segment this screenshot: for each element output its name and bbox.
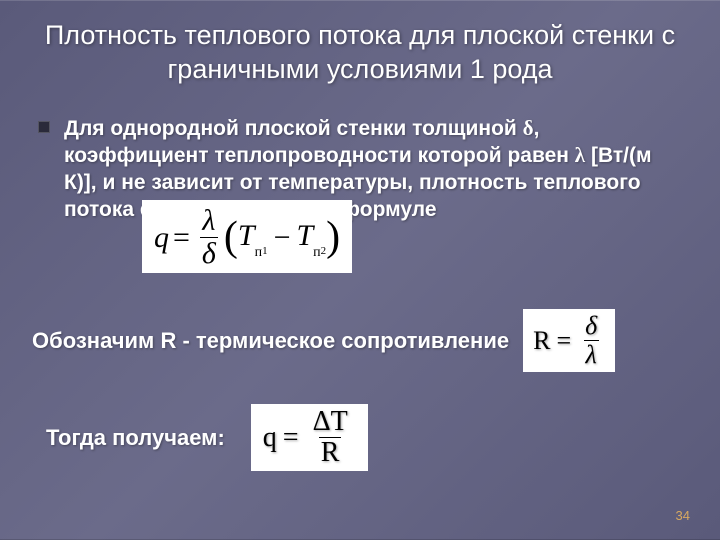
T1-sub-p: п bbox=[255, 245, 263, 260]
T2-sub-2: 2 bbox=[321, 245, 327, 257]
equals-1: = bbox=[173, 221, 190, 255]
formula-main: q = λ δ ( Tп1 − Tп2 ) bbox=[142, 200, 352, 273]
slide-title: Плотность теплового потока для плоской с… bbox=[32, 19, 688, 87]
term-T1: Tп1 bbox=[238, 219, 268, 257]
bullet-item: Для однородной плоской стенки толщиной δ… bbox=[32, 115, 688, 224]
delta-symbol: δ bbox=[523, 116, 534, 140]
formula-r: R = δ λ bbox=[523, 309, 615, 372]
slide: Плотность теплового потока для плоской с… bbox=[0, 0, 720, 540]
bullet-marker-icon bbox=[38, 121, 50, 133]
line2-text: Обозначим R - термическое сопротивление bbox=[32, 328, 509, 354]
num-dT: ΔT bbox=[311, 408, 350, 437]
var-q: q bbox=[154, 221, 169, 255]
lambda-symbol: λ bbox=[575, 143, 585, 167]
equals-3: = bbox=[283, 422, 299, 454]
T2-sub-p: п bbox=[313, 245, 321, 260]
page-number: 34 bbox=[676, 508, 690, 523]
line-result: Тогда получаем: q = ΔT R bbox=[32, 404, 688, 471]
paren-open: ( bbox=[224, 221, 238, 255]
minus: − bbox=[274, 221, 291, 255]
var-q2: q bbox=[263, 422, 277, 454]
T1: T bbox=[238, 219, 255, 252]
bullet-part1: Для однородной плоской стенки толщиной bbox=[64, 117, 523, 140]
line3-text: Тогда получаем: bbox=[46, 425, 225, 451]
formula-q: q = ΔT R bbox=[251, 404, 368, 471]
T2: T bbox=[296, 219, 313, 252]
den-lambda: λ bbox=[584, 340, 599, 368]
num-lambda: λ bbox=[200, 206, 217, 237]
frac-lambda-delta: λ δ bbox=[200, 206, 218, 269]
den-R: R bbox=[319, 437, 342, 467]
paren-close: ) bbox=[326, 221, 340, 255]
num-delta: δ bbox=[583, 313, 599, 340]
den-delta: δ bbox=[200, 237, 218, 269]
equals-2: = bbox=[556, 326, 571, 356]
T1-sub-1: 1 bbox=[262, 245, 268, 257]
line-thermal-resistance: Обозначим R - термическое сопротивление … bbox=[32, 309, 688, 372]
term-T2: Tп2 bbox=[296, 219, 326, 257]
frac-delta-lambda: δ λ bbox=[583, 313, 599, 368]
formula-main-inner: q = λ δ ( Tп1 − Tп2 ) bbox=[154, 206, 340, 269]
var-R: R bbox=[533, 326, 550, 356]
frac-dT-R: ΔT R bbox=[311, 408, 350, 467]
